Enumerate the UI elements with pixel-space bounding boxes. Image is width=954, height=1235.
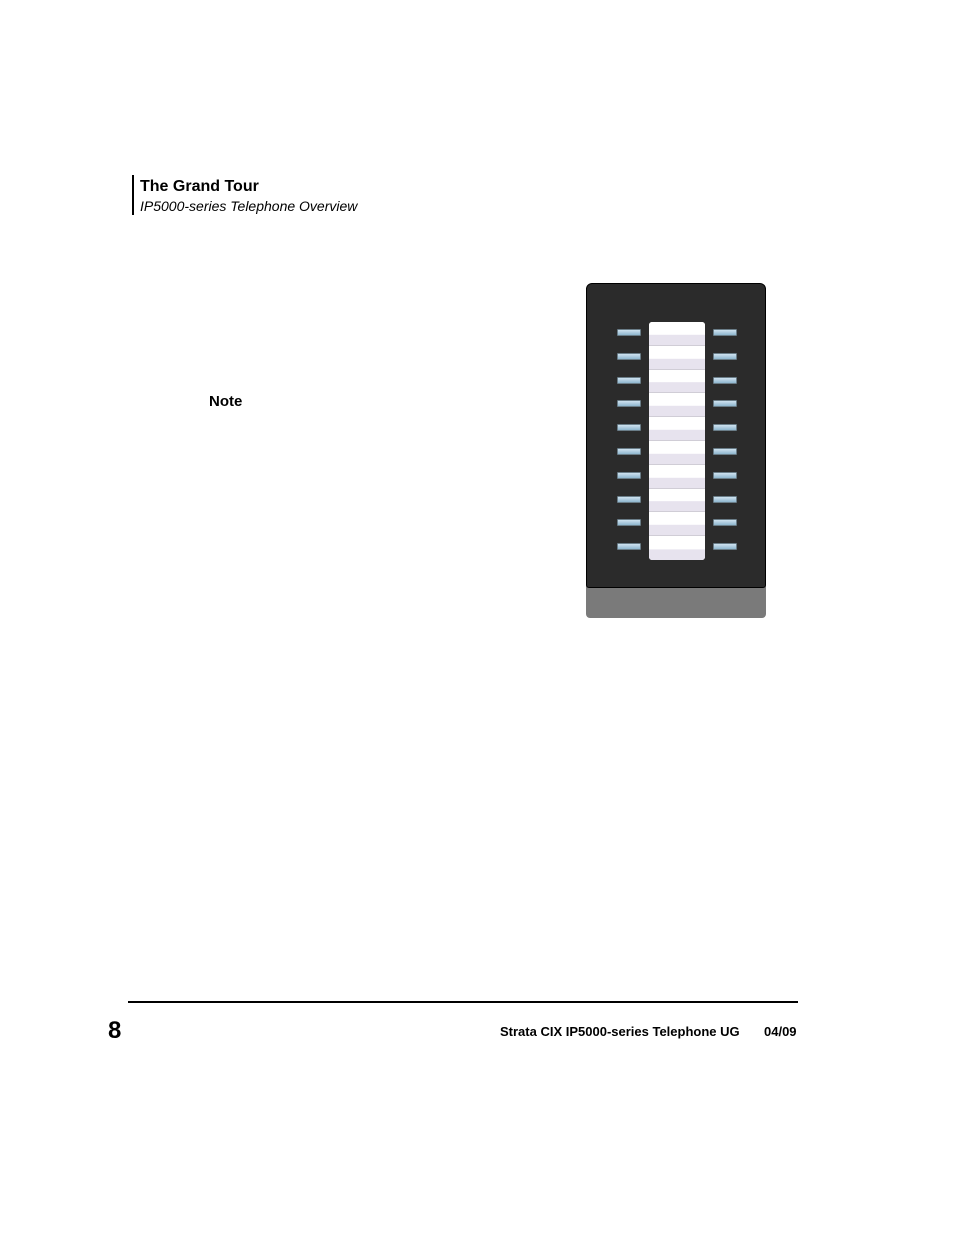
dss-button xyxy=(617,353,641,360)
header-rule xyxy=(132,175,134,215)
page-number: 8 xyxy=(108,1017,121,1045)
label-row xyxy=(649,393,705,417)
label-row xyxy=(649,512,705,536)
footer-rule xyxy=(128,1001,798,1003)
device-body xyxy=(586,283,766,588)
footer-doc-title: Strata CIX IP5000-series Telephone UG xyxy=(500,1024,740,1039)
label-row xyxy=(649,322,705,346)
dss-button xyxy=(617,424,641,431)
dss-button xyxy=(713,519,737,526)
dss-button xyxy=(617,472,641,479)
dss-button xyxy=(713,400,737,407)
dss-button xyxy=(713,472,737,479)
device-base xyxy=(586,583,766,618)
label-row xyxy=(649,441,705,465)
dss-button xyxy=(617,329,641,336)
dss-button xyxy=(713,353,737,360)
dss-button xyxy=(617,519,641,526)
dss-button xyxy=(713,543,737,550)
footer-date: 04/09 xyxy=(764,1024,797,1039)
dss-button xyxy=(713,329,737,336)
button-column-right xyxy=(713,329,737,567)
label-row xyxy=(649,417,705,441)
button-column-left xyxy=(617,329,641,567)
label-row xyxy=(649,536,705,560)
label-row xyxy=(649,346,705,370)
dss-button xyxy=(617,496,641,503)
dss-button xyxy=(713,377,737,384)
dss-button xyxy=(713,448,737,455)
label-strip xyxy=(649,322,705,560)
document-page: The Grand Tour IP5000-series Telephone O… xyxy=(0,0,954,1235)
dss-button xyxy=(617,377,641,384)
dss-button xyxy=(617,543,641,550)
section-title: The Grand Tour xyxy=(140,178,259,196)
device-illustration xyxy=(586,283,766,620)
dss-button xyxy=(713,496,737,503)
dss-button xyxy=(617,448,641,455)
dss-button xyxy=(617,400,641,407)
label-row xyxy=(649,489,705,513)
label-row xyxy=(649,465,705,489)
label-row xyxy=(649,370,705,394)
dss-button xyxy=(713,424,737,431)
note-label: Note xyxy=(209,393,242,410)
section-subtitle: IP5000-series Telephone Overview xyxy=(140,198,357,214)
